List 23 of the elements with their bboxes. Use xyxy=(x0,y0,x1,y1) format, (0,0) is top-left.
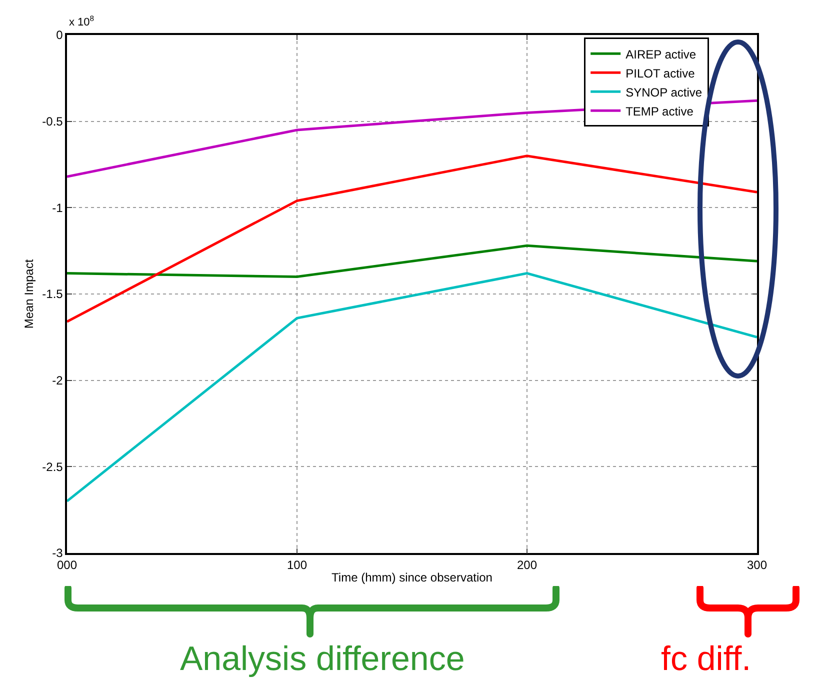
y-tick-label: -0.5 xyxy=(42,114,64,129)
y-tick-label: -1 xyxy=(52,200,64,215)
text: fc diff. xyxy=(661,640,752,678)
y-tick-label: -1.5 xyxy=(42,287,64,302)
legend-label: SYNOP active xyxy=(626,85,702,100)
text: x 10$^{8}$ xyxy=(69,14,94,29)
x-tick-label: 000 xyxy=(56,558,78,572)
legend-label: PILOT active xyxy=(626,66,696,80)
y-tick-label: -2 xyxy=(52,374,64,388)
line-series xyxy=(67,244,757,278)
x-tick-label: 300 xyxy=(746,558,768,572)
legend-label: AIREP active xyxy=(626,47,696,62)
x-tick-label: 100 xyxy=(286,558,308,572)
y-tick-label: 0 xyxy=(56,28,64,42)
x-tick-label: 200 xyxy=(516,558,538,572)
legend-label: TEMP active xyxy=(626,104,694,118)
y-tick-label: -3 xyxy=(52,546,64,560)
y-axis-title: Mean Impact xyxy=(22,258,36,329)
y-tick-label: -2.5 xyxy=(42,460,64,474)
line-series xyxy=(67,154,757,323)
line-series xyxy=(67,272,757,502)
x-axis-title: Time (hmm) since observation xyxy=(332,570,492,585)
text: Analysis difference xyxy=(180,640,465,678)
